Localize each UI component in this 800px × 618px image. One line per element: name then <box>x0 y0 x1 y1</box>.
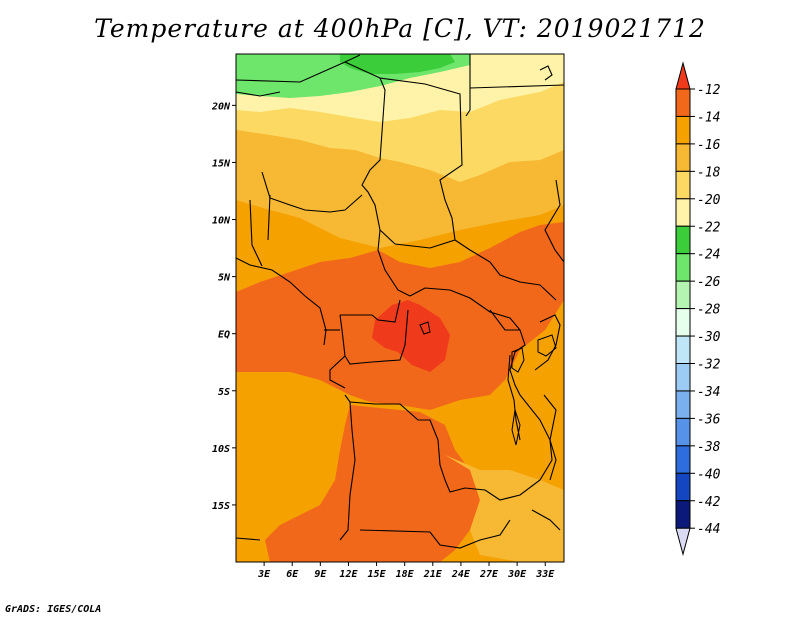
colorbar: -12 -14 -16 -18 -20 -22 -24 -26 -28 -30 -32 -34 -36 -… <box>675 61 721 557</box>
lon-tick-label: 33E <box>535 569 555 580</box>
lon-tick-label: 21E <box>423 569 443 580</box>
colorbar-label: -12 <box>697 83 721 98</box>
lakes <box>419 321 557 446</box>
lat-tick-label: 15N <box>212 158 231 169</box>
colorbar-label: -30 <box>697 330 721 345</box>
country-borders <box>235 54 565 549</box>
colorbar-label: -16 <box>697 138 721 153</box>
colorbar-label: -36 <box>697 412 721 427</box>
lat-tick-label: EQ <box>218 330 230 341</box>
colorbar-swatch <box>675 500 691 529</box>
colorbar-label: -42 <box>697 495 721 510</box>
colorbar-swatch <box>675 280 691 310</box>
colorbar-label: -28 <box>697 303 721 318</box>
colorbar-top-arrow <box>675 61 691 90</box>
colorbar-swatch <box>675 88 691 117</box>
lon-tick-label: 9E <box>314 569 327 580</box>
colorbar-label: -20 <box>697 193 721 208</box>
colorbar-label: -14 <box>697 110 720 125</box>
colorbar-label: -24 <box>697 248 720 263</box>
region-green <box>340 54 455 74</box>
lat-tick-label: 20N <box>211 101 231 112</box>
region-red-core <box>372 300 450 372</box>
colorbar-bottom-arrow <box>675 527 691 557</box>
colorbar-swatch <box>675 253 691 282</box>
map-frame <box>235 53 565 563</box>
colorbar-swatch <box>675 115 691 145</box>
lat-tick-label: 5N <box>218 273 231 284</box>
colorbar-swatch <box>675 417 691 447</box>
colorbar-label: -22 <box>697 220 721 235</box>
lat-tick-label: 10N <box>212 216 231 227</box>
colorbar-label: -44 <box>697 522 720 537</box>
colorbar-swatch <box>675 170 691 200</box>
map-title: Temperature at 400hPa [C], VT: 201902171… <box>94 14 706 43</box>
lon-tick-label: 18E <box>396 569 415 580</box>
colorbar-swatch <box>675 308 691 337</box>
colorbar-swatch <box>675 390 691 419</box>
colorbar-swatch <box>675 445 691 474</box>
region-angola-orange <box>265 405 480 562</box>
lat-tick-label: 15S <box>212 501 230 512</box>
region-south-light <box>445 455 564 562</box>
colorbar-swatch <box>675 225 691 255</box>
colorbar-label: -34 <box>697 385 720 400</box>
grads-credit: GrADS: IGES/COLA <box>5 604 102 615</box>
lat-tick-label: 5S <box>218 387 230 398</box>
lon-tick-label: 24E <box>451 569 471 580</box>
colorbar-label: -40 <box>697 467 721 482</box>
colorbar-label: -18 <box>697 165 721 180</box>
lat-tick-label: 10S <box>212 444 230 455</box>
latitude-axis: 20N 15N 10N 5N EQ 5S 10S 15S <box>211 101 236 512</box>
colorbar-label: -26 <box>697 275 721 290</box>
lon-tick-label: 30E <box>507 569 527 580</box>
colorbar-swatch <box>675 335 691 364</box>
lon-tick-label: 6E <box>286 569 299 580</box>
lon-tick-label: 27E <box>479 569 499 580</box>
temperature-field <box>236 54 564 562</box>
longitude-axis: 3E 6E 9E 12E 15E 18E 21E 24E 27E 30E 33E <box>257 562 555 580</box>
colorbar-swatch <box>675 198 691 227</box>
lon-tick-label: 12E <box>339 569 358 580</box>
colorbar-swatch <box>675 363 691 392</box>
colorbar-label: -32 <box>697 358 721 373</box>
colorbar-swatch <box>675 143 691 172</box>
colorbar-label: -38 <box>697 440 721 455</box>
lon-tick-label: 15E <box>368 569 387 580</box>
colorbar-swatch <box>675 472 691 502</box>
lon-tick-label: 3E <box>257 569 271 580</box>
